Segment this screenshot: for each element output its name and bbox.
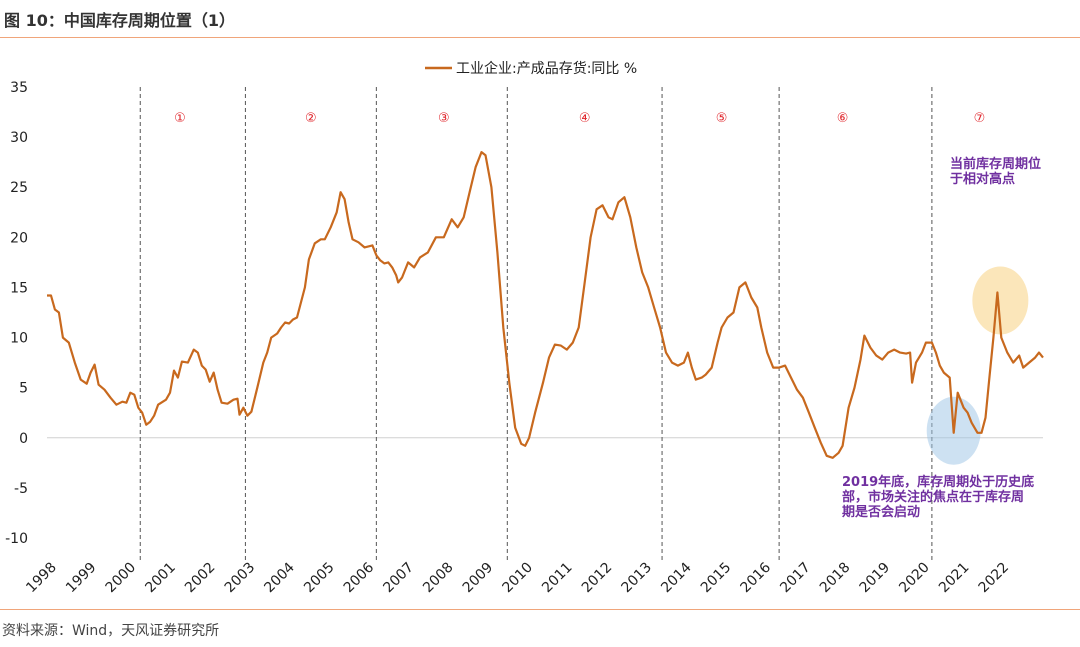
figure-title: 图 10：中国库存周期位置（1） — [4, 11, 235, 30]
x-tick-label: 1999 — [63, 560, 100, 597]
phase-label: ① — [174, 111, 186, 126]
x-tick-label: 2014 — [658, 559, 695, 596]
x-tick-label: 2006 — [341, 559, 378, 596]
y-tick-label: -5 — [14, 481, 28, 497]
y-tick-label: 25 — [10, 180, 28, 196]
annotation-2019-bottom: 期是否会启动 — [842, 504, 920, 520]
legend-label: 工业企业:产成品存货:同比 % — [456, 60, 637, 77]
y-tick-label: -10 — [5, 531, 28, 547]
x-tick-label: 2005 — [301, 560, 338, 597]
x-tick-label: 2009 — [460, 560, 497, 597]
phase-label: ② — [305, 111, 317, 126]
phase-label: ⑥ — [837, 111, 849, 126]
phase-label: ⑦ — [974, 111, 986, 126]
x-tick-label: 2015 — [698, 560, 735, 597]
x-tick-label: 2013 — [619, 560, 656, 597]
x-tick-label: 2001 — [142, 560, 179, 597]
y-tick-label: 20 — [10, 230, 28, 246]
highlight-layer — [926, 266, 1029, 465]
x-tick-label: 2021 — [936, 560, 973, 597]
x-tick-label: 2016 — [738, 559, 775, 596]
x-tick-label: 2019 — [857, 560, 894, 597]
header-rule — [0, 37, 1080, 38]
annotation-current-high: 于相对高点 — [950, 171, 1015, 187]
x-tick-label: 2000 — [103, 560, 140, 597]
x-tick-label: 2010 — [499, 560, 536, 597]
y-tick-label: 35 — [10, 80, 28, 96]
source-note: 资料来源：Wind，天风证券研究所 — [2, 623, 220, 639]
x-tick-label: 2017 — [777, 560, 814, 597]
phase-label: ⑤ — [716, 111, 728, 126]
annotation-current-high: 当前库存周期位 — [950, 156, 1041, 172]
y-tick-label: 0 — [19, 431, 28, 447]
x-tick-label: 2003 — [222, 560, 259, 597]
line-layer — [47, 151, 1044, 459]
x-tick-label: 2008 — [420, 560, 457, 597]
x-tick-label: 2022 — [976, 560, 1013, 597]
x-tick-label: 2020 — [896, 560, 933, 597]
x-tick-label: 2004 — [261, 559, 298, 596]
grid-layer — [47, 87, 1043, 560]
phase-label: ③ — [438, 111, 450, 126]
y-tick-label: 30 — [10, 130, 28, 146]
phase-label: ④ — [579, 111, 591, 126]
x-tick-label: 1998 — [23, 560, 60, 597]
y-tick-label: 10 — [10, 331, 28, 347]
x-tick-label: 2002 — [182, 560, 219, 597]
legend: 工业企业:产成品存货:同比 % — [425, 60, 637, 77]
annotation-2019-bottom: 部，市场关注的焦点在于库存周 — [842, 489, 1024, 505]
x-tick-label: 2018 — [817, 560, 854, 597]
x-tick-label: 2012 — [579, 560, 616, 597]
footer-rule — [0, 609, 1080, 610]
y-tick-label: 15 — [10, 280, 28, 296]
annotation-2019-bottom: 2019年底，库存周期处于历史底 — [842, 474, 1034, 490]
y-tick-label: 5 — [19, 381, 28, 397]
x-tick-label: 2011 — [539, 560, 576, 597]
series-line — [47, 151, 1044, 459]
x-tick-label: 2007 — [380, 560, 417, 597]
current-high-highlight — [972, 266, 1029, 335]
